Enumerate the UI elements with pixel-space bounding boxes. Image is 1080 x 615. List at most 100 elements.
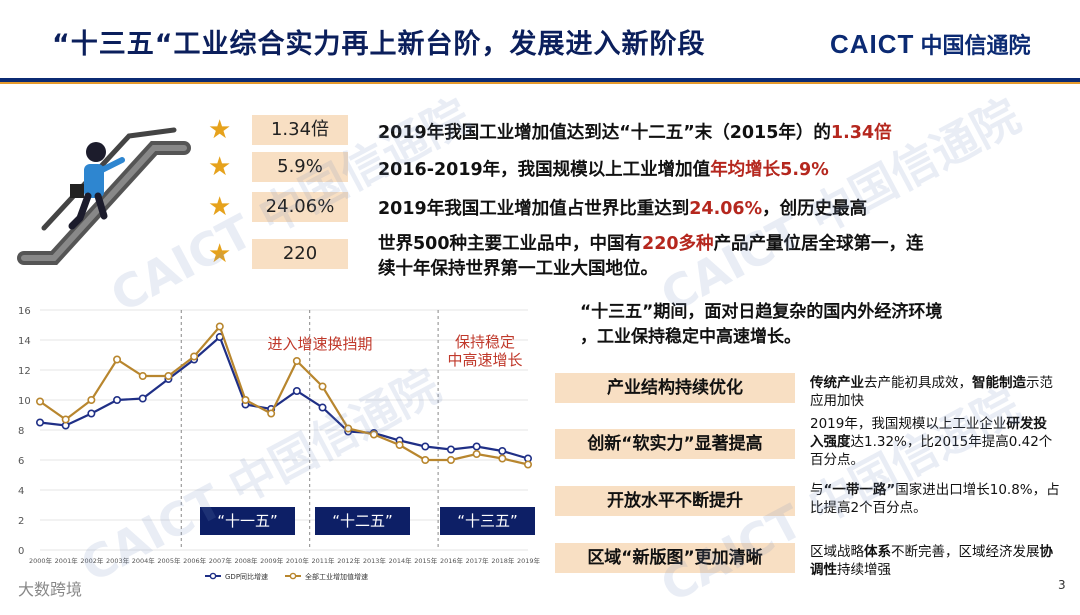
data-point [138,372,147,381]
x-tick-label: 2001年 [55,556,79,565]
star-icon: ★ [208,115,232,145]
period-box: “十二五” [315,507,410,535]
x-tick-label: 2003年 [106,556,130,565]
y-tick-label: 6 [18,456,24,467]
right-intro-line: “十三五”期间，面对日趋复杂的国内外经济环境 [580,302,943,322]
right-intro-line: ，工业保持稳定中高速增长。 [580,327,801,347]
data-point [344,424,353,433]
x-tick-label: 2013年 [363,556,387,565]
x-tick-label: 2009年 [260,556,284,565]
kpi-value: 220 [252,239,348,269]
y-tick-label: 14 [18,336,31,347]
logo-mark: CAICT [830,28,915,59]
data-point [523,460,532,469]
legend-label: 全部工业增加值增速 [305,572,368,580]
category-box: 区域“新版图”更加清晰 [555,543,795,573]
x-tick-label: 2016年 [440,556,464,565]
data-point [87,409,96,418]
caict-logo: CAICT 中国信通院 [830,28,1030,60]
data-point [421,456,430,465]
period-box: “十三五” [440,507,535,535]
x-tick-label: 2018年 [491,556,515,565]
data-point [87,396,96,405]
star-icon: ★ [208,192,232,222]
data-point [215,322,224,331]
data-point [446,456,455,465]
page-number: 3 [1058,578,1066,592]
x-tick-label: 2014年 [389,556,413,565]
category-box: 开放水平不断提升 [555,486,795,516]
kpi-description: 2016-2019年，我国规模以上工业增加值年均增长5.9% [378,160,829,180]
data-point [318,382,327,391]
data-point [498,454,507,463]
x-tick-label: 2007年 [209,556,233,565]
period-box: “十一五” [200,507,295,535]
chart-annotation: 进入增速换挡期 [267,335,373,353]
data-point [318,403,327,412]
kpi-description: 世界500种主要工业品中，中国有220多种产品产量位居全球第一，连 [378,234,924,254]
legend-label: GDP同比增速 [225,572,268,580]
x-tick-label: 2011年 [312,556,336,565]
data-point [472,442,481,451]
x-tick-label: 2019年 [517,556,541,565]
data-point [113,355,122,364]
data-point [61,415,70,424]
x-tick-label: 2008年 [234,556,258,565]
y-tick-label: 10 [18,396,31,407]
data-point [113,396,122,405]
kpi-description-line2: 续十年保持世界第一工业大国地位。 [378,259,658,279]
kpi-value: 1.34倍 [252,115,348,145]
right-intro: “十三五”期间，面对日趋复杂的国内外经济环境 ，工业保持稳定中高速增长。 [580,300,942,350]
data-point [369,430,378,439]
kpi-row: ★ 220 [208,237,348,271]
series-line [39,335,529,460]
y-tick-label: 4 [18,486,24,497]
x-tick-label: 2004年 [132,556,156,565]
category-box: 创新“软实力”显著提高 [555,429,795,459]
y-tick-label: 16 [18,306,31,317]
kpi-row: ★ 5.9% [208,150,348,184]
data-point [35,397,44,406]
kpi-row: ★ 24.06% [208,190,348,224]
header-rule-orange [0,82,1080,84]
kpi-description: 2019年我国工业增加值占世界比重达到24.06%，创历史最高 [378,199,868,219]
y-tick-label: 8 [18,426,24,437]
kpi-row: ★ 1.34倍 [208,113,348,147]
data-point [472,450,481,459]
category-desc: 与“一带一路”国家进出口增长10.8%，占比提高2个百分点。 [810,482,1060,516]
data-point [292,356,301,365]
category-desc: 区域战略体系不断完善，区域经济发展协调性持续增强 [810,544,1053,578]
data-point [421,442,430,451]
x-tick-label: 2006年 [183,556,207,565]
data-point [138,394,147,403]
legend-marker [209,572,217,580]
data-point [292,387,301,396]
kpi-value: 24.06% [252,192,348,222]
footer-brand: 大数跨境 [18,580,83,599]
x-tick-label: 2002年 [80,556,104,565]
page-title: “十三五“工业综合实力再上新台阶，发展进入新阶段 [52,29,706,60]
logo-name: 中国信通院 [920,34,1031,59]
data-point [498,447,507,456]
x-tick-label: 2010年 [286,556,310,565]
x-tick-label: 2015年 [414,556,438,565]
x-tick-label: 2005年 [157,556,181,565]
data-point [164,372,173,381]
escalator-illustration [17,127,191,265]
star-icon: ★ [208,239,232,269]
data-point [190,352,199,361]
x-tick-label: 2012年 [337,556,361,565]
x-tick-label: 2000年 [29,556,53,565]
data-point [267,409,276,418]
legend-marker [289,572,297,580]
category-box: 产业结构持续优化 [555,373,795,403]
header-rule-blue [0,78,1080,82]
category-desc: 2019年，我国规模以上工业企业研发投入强度达1.32%，比2015年提高0.4… [810,416,1053,468]
data-point [446,445,455,454]
data-point [241,396,250,405]
series-line [39,324,529,466]
y-tick-label: 0 [18,546,24,557]
category-desc: 传统产业去产能初具成效，智能制造示范应用加快 [810,375,1053,409]
kpi-description: 2019年我国工业增加值达到达“十二五”末（2015年）的1.34倍 [378,123,892,143]
